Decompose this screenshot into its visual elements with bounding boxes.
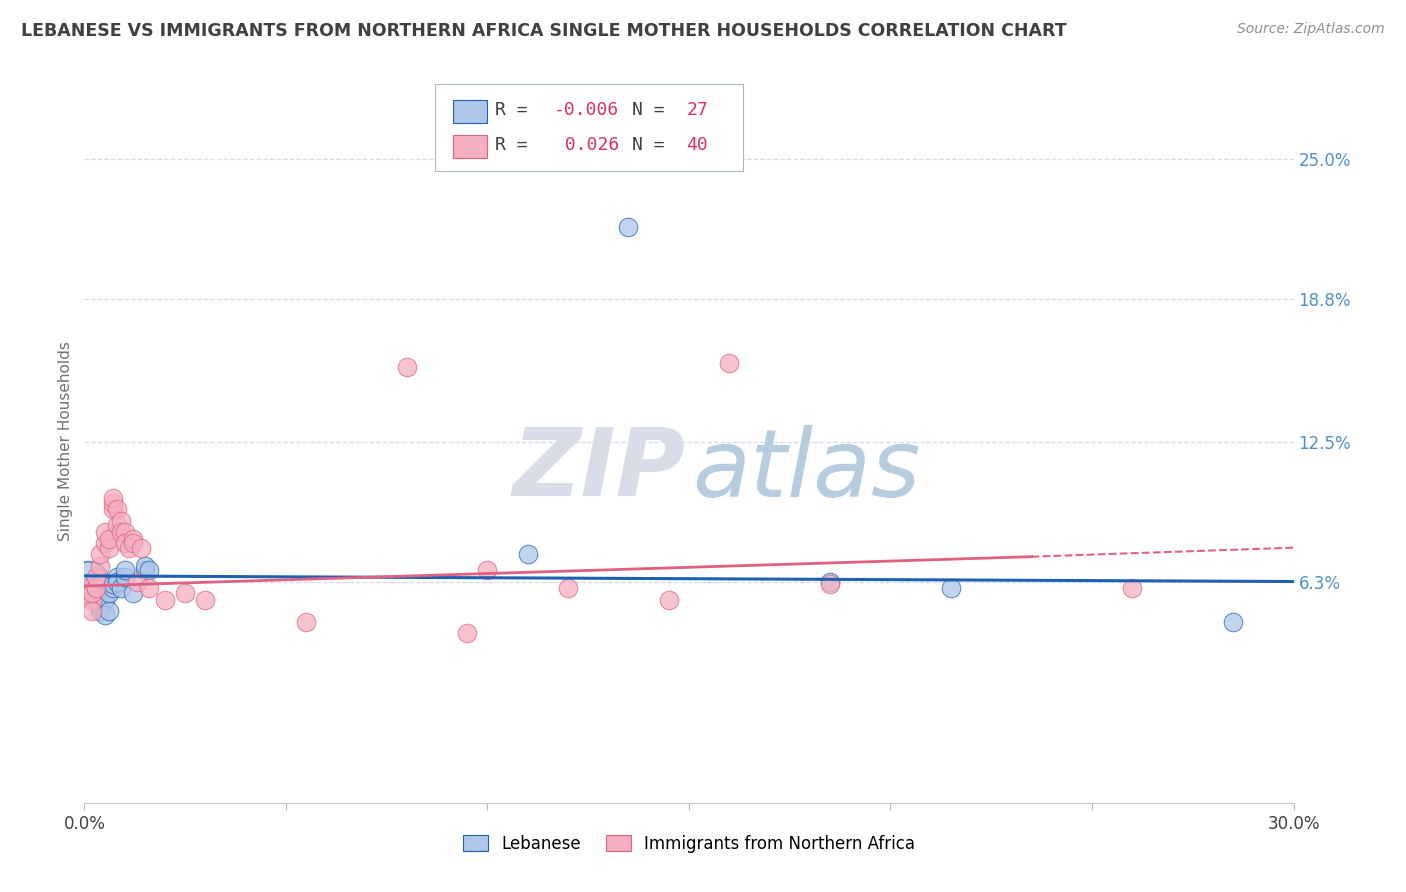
- Point: [114, 570, 136, 584]
- Text: 40: 40: [686, 136, 709, 153]
- Point: [114, 563, 136, 577]
- Point: [89, 558, 111, 573]
- FancyBboxPatch shape: [453, 100, 486, 123]
- Text: N =: N =: [633, 136, 676, 153]
- Text: -0.006: -0.006: [554, 101, 619, 119]
- Point: [114, 524, 136, 539]
- Point: [118, 541, 141, 555]
- Point: [818, 574, 841, 589]
- Point: [138, 563, 160, 577]
- Point: [295, 615, 318, 630]
- Point: [89, 604, 111, 618]
- Text: N =: N =: [633, 101, 676, 119]
- Point: [89, 548, 111, 562]
- Point: [1222, 615, 1244, 630]
- Point: [121, 532, 143, 546]
- Point: [557, 582, 579, 596]
- Point: [110, 514, 132, 528]
- Point: [818, 576, 841, 591]
- Point: [1121, 582, 1143, 596]
- Text: Source: ZipAtlas.com: Source: ZipAtlas.com: [1237, 22, 1385, 37]
- Point: [86, 592, 108, 607]
- Point: [477, 563, 499, 577]
- Point: [97, 604, 120, 618]
- Point: [617, 220, 640, 235]
- Text: atlas: atlas: [693, 425, 921, 516]
- Point: [86, 586, 108, 600]
- Point: [174, 586, 197, 600]
- Point: [125, 574, 148, 589]
- Point: [395, 359, 418, 374]
- Point: [129, 541, 152, 555]
- Point: [77, 582, 100, 596]
- FancyBboxPatch shape: [453, 135, 486, 158]
- Point: [939, 582, 962, 596]
- Point: [105, 574, 128, 589]
- Point: [97, 586, 120, 600]
- Point: [82, 586, 104, 600]
- Point: [105, 570, 128, 584]
- Text: 0.026: 0.026: [554, 136, 619, 153]
- Point: [77, 586, 100, 600]
- Point: [101, 582, 124, 596]
- Point: [134, 558, 156, 573]
- Text: R =: R =: [495, 136, 538, 153]
- Point: [153, 592, 176, 607]
- Point: [718, 355, 741, 369]
- Point: [97, 532, 120, 546]
- Point: [101, 491, 124, 505]
- Point: [93, 608, 115, 623]
- Point: [82, 582, 104, 596]
- Point: [86, 570, 108, 584]
- Text: R =: R =: [495, 101, 538, 119]
- Point: [97, 541, 120, 555]
- Point: [114, 536, 136, 550]
- Point: [101, 502, 124, 516]
- Text: ZIP: ZIP: [512, 425, 685, 516]
- Y-axis label: Single Mother Households: Single Mother Households: [58, 342, 73, 541]
- Legend: Lebanese, Immigrants from Northern Africa: Lebanese, Immigrants from Northern Afric…: [456, 828, 922, 860]
- Point: [105, 502, 128, 516]
- Point: [86, 582, 108, 596]
- Text: LEBANESE VS IMMIGRANTS FROM NORTHERN AFRICA SINGLE MOTHER HOUSEHOLDS CORRELATION: LEBANESE VS IMMIGRANTS FROM NORTHERN AFR…: [21, 22, 1067, 40]
- Point: [82, 592, 104, 607]
- Point: [93, 524, 115, 539]
- Point: [101, 576, 124, 591]
- Point: [82, 586, 104, 600]
- Point: [105, 518, 128, 533]
- Point: [82, 604, 104, 618]
- Point: [77, 574, 100, 589]
- Point: [101, 495, 124, 509]
- Point: [89, 599, 111, 614]
- Point: [658, 592, 681, 607]
- Point: [121, 536, 143, 550]
- Text: 27: 27: [686, 101, 709, 119]
- Point: [93, 536, 115, 550]
- Point: [110, 524, 132, 539]
- Point: [138, 582, 160, 596]
- Point: [110, 582, 132, 596]
- Point: [93, 592, 115, 607]
- Point: [194, 592, 217, 607]
- Point: [516, 548, 538, 562]
- FancyBboxPatch shape: [434, 84, 744, 170]
- Point: [134, 563, 156, 577]
- Point: [456, 626, 478, 640]
- Point: [121, 586, 143, 600]
